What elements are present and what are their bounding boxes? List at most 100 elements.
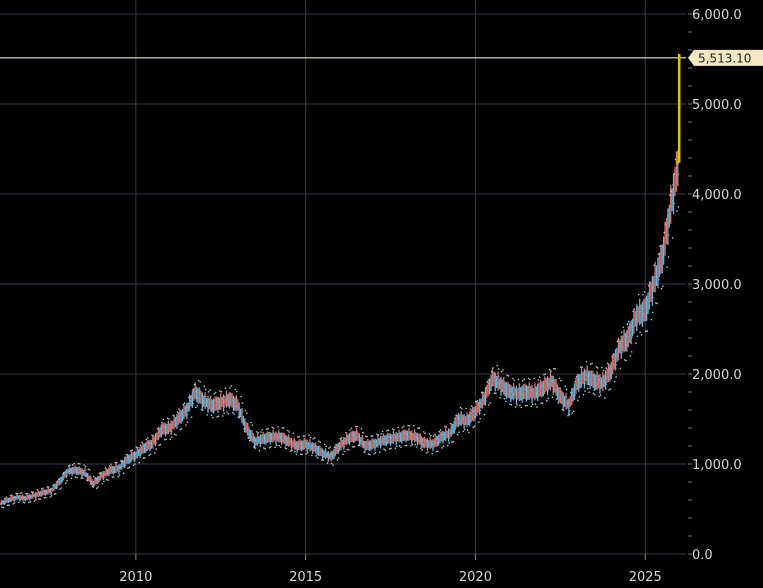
- price-bar: [650, 275, 654, 306]
- y-axis-minor-ticks: [688, 13, 692, 555]
- trail-dot: [554, 368, 557, 370]
- price-bar: [271, 429, 275, 443]
- trail-dot: [131, 449, 133, 452]
- trail-dot: [446, 444, 449, 447]
- trail-dot: [83, 464, 85, 466]
- trail-dot: [144, 457, 146, 459]
- trail-dot: [159, 443, 162, 446]
- trail-dot: [94, 477, 97, 479]
- trail-dot: [466, 429, 469, 431]
- trail-dot: [545, 399, 548, 402]
- price-bar: [373, 438, 377, 451]
- last-price-badge-bg: [688, 49, 763, 66]
- trail-dot: [486, 381, 489, 383]
- trail-dot: [328, 447, 330, 449]
- trail-dot: [193, 383, 196, 386]
- trail-dot: [674, 158, 677, 161]
- price-bar: [635, 304, 639, 332]
- trail-dots: [1, 134, 681, 509]
- trail-dot: [312, 438, 315, 440]
- y-tick-label: 2,000.0: [692, 368, 742, 383]
- price-bar: [154, 433, 158, 447]
- trail-dot: [664, 223, 667, 225]
- trail-dot: [63, 471, 66, 474]
- trail-dot: [197, 379, 200, 382]
- trail-dot: [1, 506, 3, 508]
- trail-dot: [531, 403, 534, 406]
- trail-dot: [582, 393, 585, 396]
- price-bar: [567, 398, 571, 416]
- trail-dot: [255, 430, 258, 433]
- trail-dot: [482, 391, 484, 394]
- price-bar: [614, 349, 618, 371]
- trail-dot: [110, 463, 112, 465]
- trail-dot: [319, 441, 322, 443]
- trail-dot: [432, 435, 435, 437]
- trail-dot: [292, 432, 295, 435]
- price-bar: [222, 394, 226, 412]
- trail-dot: [187, 396, 190, 399]
- trail-dot: [206, 414, 208, 416]
- trail-dot: [125, 453, 128, 456]
- trail-dot: [632, 310, 634, 313]
- trail-dot: [18, 501, 20, 504]
- trail-dot: [524, 404, 527, 407]
- trail-dot: [253, 446, 255, 448]
- trail-dot: [386, 430, 388, 432]
- trail-dot: [421, 448, 424, 451]
- trail-dot: [277, 425, 279, 428]
- trail-dot: [221, 415, 224, 417]
- trail-dot: [195, 406, 197, 409]
- trail-dot: [485, 387, 487, 389]
- trail-dot: [100, 471, 102, 474]
- trail-dot: [210, 414, 213, 417]
- trail-dot: [73, 462, 75, 465]
- trail-dot: [359, 444, 361, 447]
- trail-dot: [601, 366, 603, 369]
- trail-dot: [414, 443, 416, 446]
- trail-dot: [459, 406, 462, 409]
- trail-dot: [108, 465, 111, 467]
- y-tick-label: 5,000.0: [692, 98, 742, 113]
- price-bar: [452, 420, 456, 434]
- trail-dot: [62, 473, 64, 475]
- trail-dot: [230, 385, 233, 387]
- trail-dot: [391, 428, 394, 430]
- trail-dot: [281, 427, 283, 429]
- trail-dot: [547, 397, 549, 400]
- trail-dot: [506, 374, 508, 377]
- trail-dot: [669, 194, 671, 197]
- trail-dot: [117, 475, 119, 478]
- trail-dot: [465, 407, 467, 410]
- trail-dot: [112, 476, 115, 478]
- trail-dot: [275, 444, 278, 447]
- trail-dot: [468, 431, 470, 434]
- trail-dot: [360, 427, 363, 430]
- trail-dot: [380, 433, 383, 435]
- trail-dot: [284, 447, 286, 449]
- trail-dot: [520, 406, 523, 409]
- trail-dot: [282, 427, 285, 429]
- trail-dot: [611, 356, 613, 358]
- trail-dot: [649, 281, 651, 283]
- trail-dot: [480, 391, 483, 394]
- trail-dot: [192, 389, 194, 391]
- trail-dot: [403, 425, 405, 428]
- trail-dot: [550, 370, 552, 372]
- trail-dot: [427, 451, 429, 453]
- trail-dot: [43, 497, 46, 499]
- trail-dot: [35, 498, 37, 501]
- trail-dot: [70, 477, 73, 480]
- trail-dot: [356, 425, 358, 428]
- trail-dot: [37, 498, 40, 500]
- trail-dot: [418, 427, 421, 429]
- price-bar: [2, 499, 6, 506]
- trail-dot: [311, 454, 313, 457]
- trail-dot: [240, 395, 242, 398]
- trail-dot: [224, 387, 227, 390]
- trail-dot: [616, 340, 619, 343]
- trail-dot: [478, 421, 480, 423]
- trail-dot: [540, 402, 542, 404]
- trail-dot: [120, 460, 122, 462]
